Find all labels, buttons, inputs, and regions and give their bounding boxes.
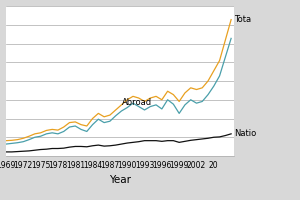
X-axis label: Year: Year bbox=[109, 175, 131, 185]
Text: Abroad: Abroad bbox=[122, 98, 152, 107]
Text: Natio: Natio bbox=[234, 129, 256, 138]
Text: Tota: Tota bbox=[234, 15, 251, 24]
